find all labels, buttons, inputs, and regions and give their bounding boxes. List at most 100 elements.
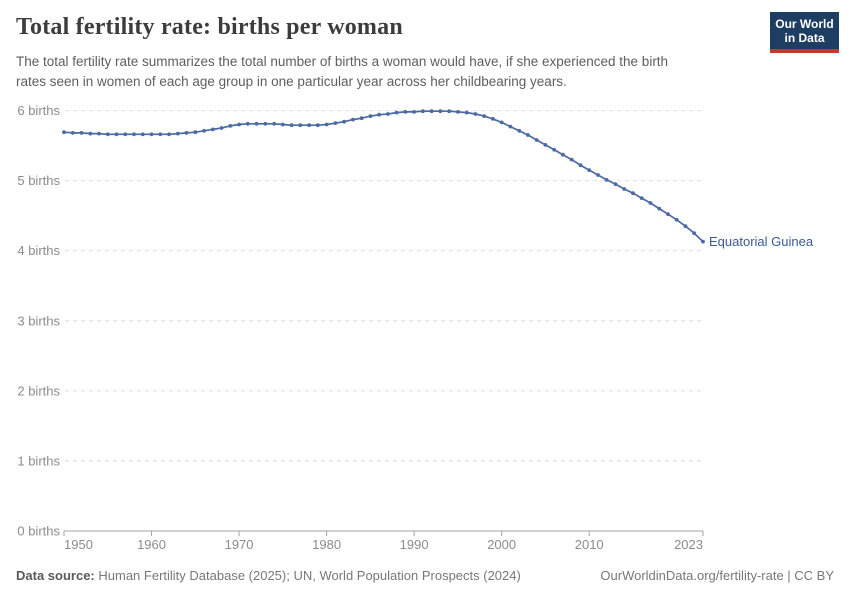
data-point-1975[interactable] [280, 122, 285, 127]
x-tick-label-1960: 1960 [137, 537, 166, 552]
data-point-1972[interactable] [254, 121, 259, 126]
data-point-2003[interactable] [526, 133, 530, 137]
data-point-1950[interactable] [62, 130, 66, 135]
owid-logo-line1: Our World [775, 17, 834, 31]
data-point-1967[interactable] [210, 127, 215, 132]
data-point-2001[interactable] [508, 124, 513, 129]
x-tick-label-1950: 1950 [64, 537, 93, 552]
data-point-1988[interactable] [394, 110, 399, 115]
data-point-2010[interactable] [587, 168, 592, 172]
x-tick-label-1990: 1990 [400, 537, 429, 552]
data-point-1966[interactable] [202, 128, 207, 133]
x-tick-label-2000: 2000 [487, 537, 516, 552]
data-point-2005[interactable] [543, 143, 548, 147]
chart-subtitle-line2: rates seen in women of each age group in… [16, 74, 567, 89]
data-point-1981[interactable] [333, 121, 338, 125]
x-tick-label-2023: 2023 [674, 537, 703, 552]
chart-footer: Data source: Human Fertility Database (2… [16, 568, 834, 583]
data-point-1999[interactable] [491, 117, 495, 121]
entity-label[interactable]: Equatorial Guinea [709, 234, 814, 249]
data-point-1992[interactable] [429, 109, 434, 114]
data-point-1974[interactable] [272, 121, 276, 126]
data-point-1984[interactable] [359, 116, 364, 121]
data-point-2021[interactable] [683, 224, 688, 229]
data-point-1968[interactable] [219, 126, 224, 130]
data-point-2011[interactable] [596, 173, 600, 177]
data-point-1964[interactable] [184, 131, 189, 135]
data-point-1952[interactable] [79, 131, 84, 135]
data-point-1960[interactable] [149, 132, 154, 137]
data-point-1970[interactable] [237, 122, 242, 127]
data-point-2022[interactable] [692, 231, 697, 236]
data-point-1987[interactable] [386, 112, 390, 116]
x-tick-label-1970: 1970 [225, 537, 254, 552]
y-tick-label-0: 0 births [17, 524, 60, 539]
data-point-1959[interactable] [140, 132, 145, 137]
data-point-1956[interactable] [114, 132, 119, 137]
page-title: Total fertility rate: births per woman [16, 14, 403, 40]
data-point-2009[interactable] [578, 163, 583, 168]
data-point-2018[interactable] [657, 206, 662, 211]
data-point-2012[interactable] [604, 178, 609, 182]
data-point-1980[interactable] [324, 122, 329, 127]
data-source: Data source: Human Fertility Database (2… [16, 568, 521, 583]
data-point-2007[interactable] [561, 152, 565, 157]
data-point-1957[interactable] [123, 132, 128, 137]
data-point-1989[interactable] [403, 110, 408, 114]
data-point-1955[interactable] [105, 132, 110, 137]
data-point-2015[interactable] [631, 191, 635, 196]
data-point-2019[interactable] [666, 212, 670, 217]
data-point-1997[interactable] [473, 112, 478, 116]
data-point-2020[interactable] [674, 217, 679, 222]
data-point-1973[interactable] [263, 121, 268, 126]
data-point-1961[interactable] [158, 132, 163, 137]
data-point-2023[interactable] [701, 239, 705, 244]
data-point-1954[interactable] [97, 131, 101, 136]
data-point-1985[interactable] [368, 114, 373, 118]
chart-area: 0 births 1 births 2 births 3 births 4 births… [0, 85, 850, 555]
data-point-1965[interactable] [193, 130, 198, 135]
data-point-2004[interactable] [534, 138, 539, 142]
data-point-1978[interactable] [307, 123, 311, 128]
y-tick-label-4: 4 births [17, 243, 60, 258]
data-point-2016[interactable] [639, 196, 644, 200]
data-point-1962[interactable] [167, 132, 171, 137]
data-point-1971[interactable] [245, 121, 250, 126]
x-axis: 1950 1960 1970 1980 1990 2000 2010 2023 [63, 530, 704, 552]
data-point-1986[interactable] [377, 112, 381, 117]
data-point-1996[interactable] [464, 110, 469, 115]
data-point-1983[interactable] [351, 117, 355, 122]
data-point-2013[interactable] [613, 182, 618, 186]
data-point-1998[interactable] [482, 114, 487, 118]
data-point-1991[interactable] [421, 109, 425, 114]
y-tick-label-1: 1 births [17, 453, 60, 468]
credit-link[interactable]: OurWorldinData.org/fertility-rate | CC B… [600, 568, 834, 583]
data-point-1982[interactable] [342, 119, 346, 124]
data-point-1951[interactable] [70, 131, 75, 135]
owid-logo[interactable]: Our World in Data [770, 12, 839, 53]
data-point-1993[interactable] [438, 109, 443, 114]
data-point-1969[interactable] [228, 124, 233, 128]
data-point-1979[interactable] [315, 123, 320, 128]
y-tick-label-6: 6 births [17, 103, 60, 118]
data-point-1963[interactable] [175, 131, 180, 136]
data-point-1976[interactable] [289, 123, 294, 128]
data-point-1958[interactable] [132, 132, 136, 137]
data-point-2006[interactable] [552, 147, 557, 152]
chart-subtitle-line1: The total fertility rate summarizes the … [16, 54, 669, 69]
x-tick-label-2010: 2010 [575, 537, 604, 552]
data-point-2002[interactable] [517, 128, 522, 133]
data-point-1953[interactable] [88, 131, 93, 136]
data-point-2014[interactable] [622, 187, 627, 191]
y-tick-label-2: 2 births [17, 383, 60, 398]
gridlines [65, 110, 703, 462]
data-point-2008[interactable] [569, 157, 574, 162]
data-point-1994[interactable] [447, 109, 452, 114]
x-tick-label-1980: 1980 [312, 537, 341, 552]
data-point-2000[interactable] [499, 120, 504, 125]
data-point-1977[interactable] [298, 123, 303, 128]
y-tick-label-5: 5 births [17, 173, 60, 188]
data-point-1995[interactable] [456, 110, 460, 114]
data-point-2017[interactable] [648, 201, 653, 205]
data-point-1990[interactable] [412, 110, 416, 114]
